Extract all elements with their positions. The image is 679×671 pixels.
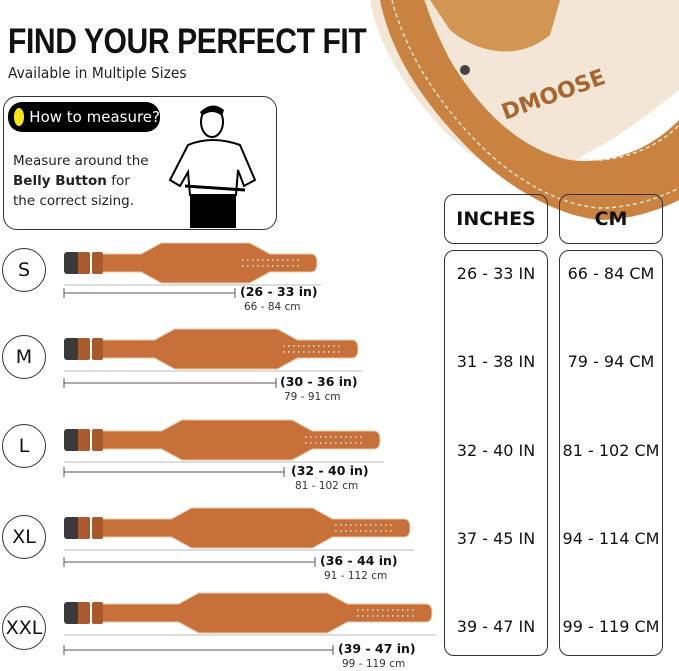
inches-cell: 32 - 40 IN xyxy=(456,441,536,460)
cm-range-label: 81 - 102 cm xyxy=(295,480,359,492)
size-badge-m: M xyxy=(2,335,46,379)
buckle-icon xyxy=(64,338,80,360)
belt-body xyxy=(93,328,359,370)
belt-loop xyxy=(78,338,90,360)
belt-loop xyxy=(92,429,103,451)
belt-body xyxy=(93,592,433,634)
size-badge-s: S xyxy=(2,248,46,292)
cm-cell: 99 - 119 CM xyxy=(562,617,660,636)
belt-body xyxy=(93,242,318,284)
inch-range-label: (39 - 47 in) xyxy=(338,641,416,656)
cm-cell: 79 - 94 CM xyxy=(567,352,655,371)
inch-range-label: (30 - 36 in) xyxy=(280,374,358,389)
belt-loop xyxy=(92,602,103,624)
inch-range-label: (32 - 40 in) xyxy=(291,463,369,478)
buckle-icon xyxy=(64,429,80,451)
how-to-measure-pill: How to measure? xyxy=(8,102,160,132)
cm-range-label: 91 - 112 cm xyxy=(324,570,388,582)
belt-loop xyxy=(78,429,90,451)
inches-cell: 39 - 47 IN xyxy=(456,617,536,636)
page-subtitle: Available in Multiple Sizes xyxy=(8,64,187,82)
yellow-dot-icon xyxy=(14,108,25,126)
page-title: FIND YOUR PERFECT FIT xyxy=(8,22,367,61)
buckle-icon xyxy=(64,252,80,274)
inches-cell: 31 - 38 IN xyxy=(456,352,536,371)
inches-header: INCHES xyxy=(444,194,548,244)
inches-cell: 37 - 45 IN xyxy=(456,529,536,548)
inch-range-label: (36 - 44 in) xyxy=(320,553,398,568)
cm-cell: 94 - 114 CM xyxy=(562,529,660,548)
cm-range-label: 79 - 91 cm xyxy=(284,391,341,403)
size-badge-xxl: XXL xyxy=(2,606,46,650)
cm-range-label: 99 - 119 cm xyxy=(342,658,406,670)
belt-loop xyxy=(92,252,103,274)
measure-card xyxy=(3,96,277,230)
inches-column xyxy=(444,250,548,656)
belt-loop xyxy=(78,602,90,624)
how-to-measure-label: How to measure? xyxy=(29,108,160,126)
belt-loop xyxy=(92,338,103,360)
cm-header: CM xyxy=(559,194,663,244)
belt-loop xyxy=(78,517,90,539)
measure-instructions: Measure around the Belly Button for the … xyxy=(13,153,149,209)
size-badge-l: L xyxy=(2,424,46,468)
inches-cell: 26 - 33 IN xyxy=(456,264,536,283)
belt-body xyxy=(93,419,381,461)
cm-cell: 81 - 102 CM xyxy=(562,441,660,460)
cm-column xyxy=(559,250,663,656)
inch-range-label: (26 - 33 in) xyxy=(240,284,318,299)
belt-loop xyxy=(78,252,90,274)
buckle-icon xyxy=(64,517,80,539)
buckle-icon xyxy=(64,602,80,624)
man-measuring-waist-illustration xyxy=(168,105,257,228)
belt-loop xyxy=(92,517,103,539)
size-badge-xl: XL xyxy=(2,515,46,559)
cm-cell: 66 - 84 CM xyxy=(567,264,655,283)
cm-range-label: 66 - 84 cm xyxy=(244,301,301,313)
belt-photo: DMOOSE xyxy=(370,0,679,220)
belt-body xyxy=(93,507,411,549)
